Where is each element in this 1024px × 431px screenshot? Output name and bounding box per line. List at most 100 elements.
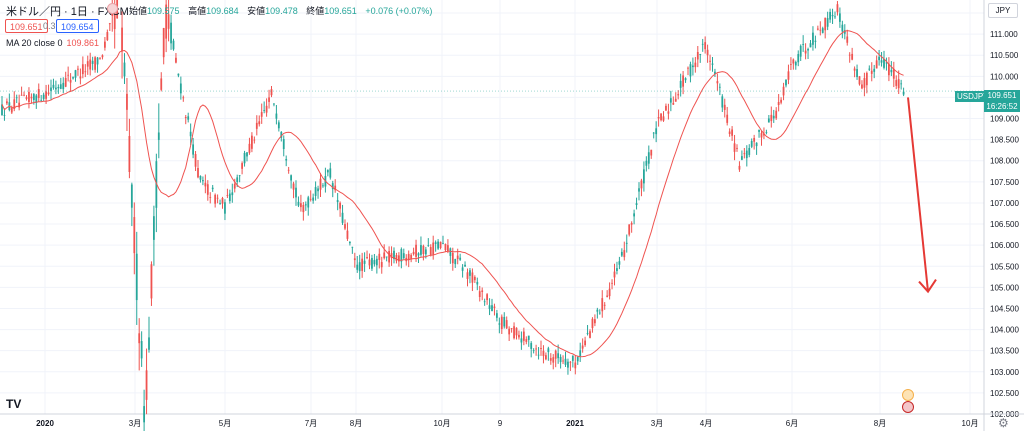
candle-body: [263, 110, 266, 111]
candle-body: [696, 51, 699, 60]
candle-body: [767, 118, 770, 123]
candle: [341, 204, 344, 225]
candle-body: [870, 70, 873, 74]
candle-body: [35, 95, 38, 104]
last-price: 109.651: [987, 91, 1017, 100]
candle: [123, 53, 126, 85]
candle: [304, 201, 307, 211]
candle: [52, 78, 55, 90]
candle-body: [819, 29, 822, 31]
candle-body: [108, 23, 111, 25]
candle-body: [486, 294, 488, 301]
candle-body: [660, 113, 662, 121]
candle: [525, 336, 528, 345]
candle-body: [564, 358, 567, 365]
candle: [221, 196, 224, 209]
candle: [179, 76, 182, 100]
candle-body: [265, 105, 268, 113]
buy-button[interactable]: 109.654: [56, 19, 99, 33]
candle: [579, 342, 582, 362]
tradingview-logo[interactable]: TV: [6, 397, 22, 411]
candle: [351, 246, 354, 254]
candle-body: [549, 358, 552, 361]
candle-body: [363, 260, 366, 264]
candle: [640, 178, 643, 197]
candle-body: [329, 168, 332, 178]
candle-body: [172, 40, 175, 50]
candle-body: [326, 170, 329, 173]
candle: [853, 66, 856, 78]
candle-body: [99, 57, 101, 59]
candle-body: [304, 204, 307, 206]
candle: [755, 142, 758, 155]
candle-body: [765, 132, 768, 134]
candle: [233, 178, 236, 193]
candle-body: [59, 84, 62, 89]
time-tick-label: 3月: [129, 419, 141, 428]
candle-body: [853, 68, 856, 71]
candle: [765, 129, 768, 135]
candle-body: [204, 182, 207, 187]
candle-body: [255, 122, 258, 129]
candle: [718, 83, 721, 96]
time-axis[interactable]: 2020 3月 5月 7月 8月 10月 9 2021 3月 4月 6月 8月 10月: [0, 413, 1024, 428]
settings-gear-icon[interactable]: ⚙: [998, 416, 1009, 430]
time-tick-label: 5月: [219, 419, 231, 428]
candle: [307, 195, 310, 216]
candle: [150, 261, 153, 306]
candle-body: [224, 202, 226, 214]
candle: [99, 57, 101, 60]
candle-body: [447, 245, 449, 252]
price-tick-label: 111.000: [990, 30, 1018, 39]
candle-body: [616, 268, 618, 271]
candle-body: [444, 243, 447, 251]
candle-body: [273, 103, 275, 105]
candle: [586, 325, 589, 336]
candle: [557, 344, 560, 364]
candle: [94, 56, 96, 73]
us-flag-icon[interactable]: [902, 401, 914, 413]
moving-average-series: [1, 30, 904, 358]
candle: [687, 66, 689, 76]
candle: [148, 316, 150, 353]
candle: [571, 355, 574, 368]
currency-selector[interactable]: JPY: [988, 3, 1018, 18]
candle-body: [652, 132, 655, 134]
price-tick-label: 105.500: [990, 262, 1019, 271]
candle: [549, 353, 552, 365]
candle-body: [228, 193, 231, 202]
candle: [28, 87, 30, 109]
candle-body: [625, 242, 628, 244]
price-axis[interactable]: 111.500111.000110.500110.000109.500109.0…: [983, 0, 1019, 431]
candle-body: [559, 356, 562, 363]
candle: [302, 202, 305, 221]
candle-body: [545, 355, 547, 360]
candle-body: [214, 194, 217, 204]
sell-button[interactable]: 109.651: [5, 19, 48, 33]
price-tick-label: 110.000: [990, 72, 1019, 81]
candle-body: [868, 68, 871, 70]
candle: [133, 202, 136, 275]
japan-flag-icon[interactable]: [902, 389, 914, 401]
candle-body: [481, 290, 484, 292]
candle: [488, 298, 491, 316]
candle-body: [126, 93, 128, 110]
symbol-title[interactable]: 米ドル／円 · 1日 · FXCM: [6, 6, 129, 18]
candle-body: [900, 83, 903, 85]
candle: [865, 71, 868, 94]
candle-body: [130, 184, 133, 208]
forecast-arrow-head: [918, 279, 937, 294]
candle: [500, 314, 503, 334]
candle: [618, 256, 621, 270]
ma-indicator-legend[interactable]: MA 20 close 0 109.861: [6, 38, 99, 48]
candle-body: [437, 241, 439, 249]
candle: [902, 87, 905, 97]
candle-body: [503, 316, 506, 327]
time-tick-label: 3月: [651, 419, 663, 428]
candle-body: [371, 257, 373, 269]
candle: [611, 279, 613, 290]
candle: [598, 309, 601, 315]
candle-body: [55, 87, 57, 90]
candle: [187, 112, 190, 123]
